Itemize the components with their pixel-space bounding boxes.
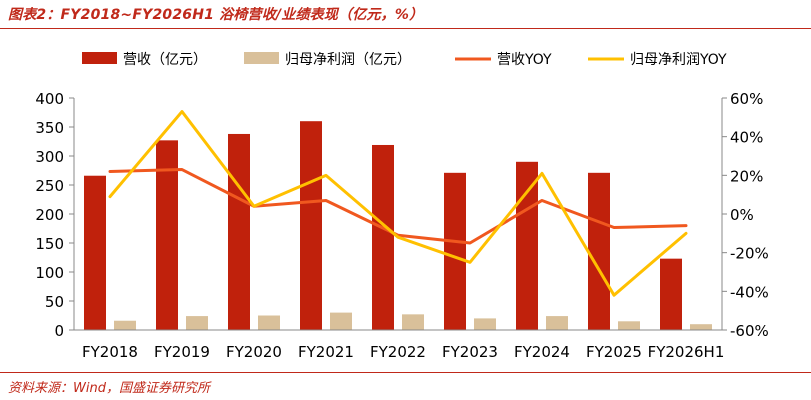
x-tick-label: FY2019 [154,343,210,361]
revenue-bar [372,144,394,330]
legend-revenue-label: 营收（亿元） [123,52,207,68]
left-tick-label: 250 [35,177,64,195]
right-tick-label: -60% [730,322,769,340]
x-tick-label: FY2020 [226,343,282,361]
left-tick-label: 300 [35,148,64,166]
right-tick-label: 0% [730,206,754,224]
right-tick-label: 20% [730,167,763,185]
x-tick-label: FY2026H1 [648,343,725,361]
legend-profit-yoy-label: 归母净利润YOY [630,51,727,68]
left-tick-label: 50 [45,293,64,311]
left-tick-label: 100 [35,264,64,282]
x-tick-label: FY2022 [370,343,426,361]
revenue-bar [516,161,538,330]
profit-bar [186,316,208,330]
revenue-bar [228,133,250,330]
profit-bar [546,316,568,330]
axes: 0 50 100 150 200 250 300 350 400 -60% -40% -20% 0% 20… [35,90,768,361]
legend: 营收（亿元） 归母净利润（亿元） 营收YOY 归母净利润YOY [82,51,727,68]
legend-revenue-swatch [82,52,117,64]
x-tick-label: FY2024 [514,343,570,361]
legend-profit-swatch [244,52,279,64]
bar-marks [84,121,712,330]
right-tick-label: -40% [730,283,769,301]
profit-bar [114,320,136,330]
profit-bar [258,315,280,330]
chart-title: 图表2：FY2018~FY2026H1 浴椅营收/业绩表现（亿元，%） [8,7,424,23]
source-divider [0,372,811,373]
title-divider [0,28,811,29]
profit-bar [474,318,496,330]
line-marks [108,110,688,297]
profit-bar [402,314,424,330]
right-tick-label: 40% [730,129,763,147]
revenue-bar [156,140,178,330]
legend-profit-label: 归母净利润（亿元） [285,51,411,68]
source-note: 资料来源：Wind，国盛证券研究所 [8,381,210,396]
revenue-bar [660,258,682,330]
right-tick-label: 60% [730,90,763,108]
x-tick-label: FY2021 [298,343,354,361]
legend-revenue-yoy-label: 营收YOY [497,52,552,68]
left-tick-label: 400 [35,90,64,108]
profit-bar [330,312,352,330]
left-tick-label: 150 [35,235,64,253]
profit-bar [690,324,712,330]
revenue-bar [588,172,610,330]
left-tick-label: 0 [54,322,64,340]
profit-yoy-line [108,110,688,297]
right-tick-label: -20% [730,245,769,263]
profit-bar [618,321,640,330]
left-tick-label: 350 [35,119,64,137]
revenue-bar [444,172,466,330]
revenue-bar [84,175,106,330]
left-tick-label: 200 [35,206,64,224]
x-tick-label: FY2018 [82,343,138,361]
revenue-bar [300,121,322,330]
x-tick-label: FY2023 [442,343,498,361]
x-tick-label: FY2025 [586,343,642,361]
